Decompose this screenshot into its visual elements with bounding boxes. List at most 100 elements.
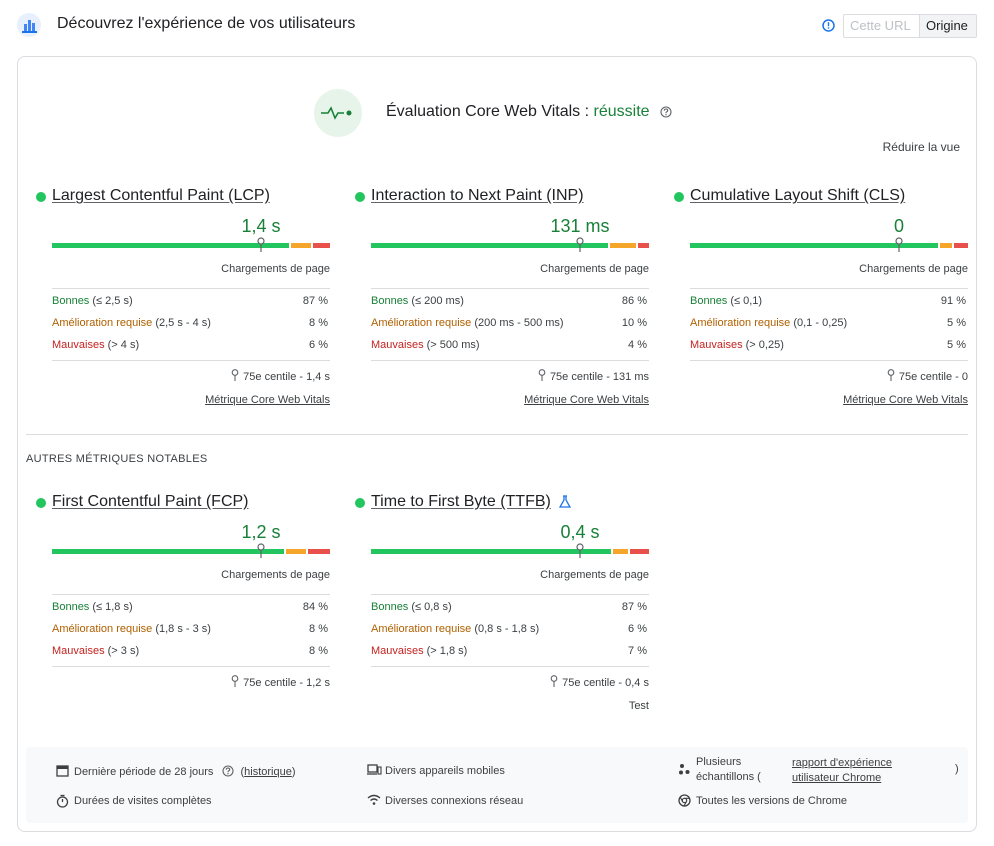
rating-label: Mauvaises	[52, 645, 105, 657]
pulse-icon	[321, 106, 352, 120]
rating-range: (0,8 s - 1,8 s)	[474, 623, 540, 635]
row-divider	[371, 360, 649, 361]
row-divider	[52, 594, 330, 595]
row-needs-improvement: Amélioration requise (200 ms - 500 ms) 10…	[371, 317, 649, 333]
help-icon[interactable]	[222, 765, 235, 777]
help-icon[interactable]	[660, 106, 672, 118]
rating-range: (≤ 0,8 s)	[411, 601, 452, 613]
info-icon[interactable]	[822, 19, 835, 32]
rating-label: Bonnes	[371, 295, 409, 307]
rating-percent: 6 %	[628, 623, 647, 635]
assessment-badge	[314, 89, 362, 137]
p75-pin-icon	[231, 369, 239, 381]
distribution-bar	[371, 549, 649, 554]
status-dot	[36, 192, 46, 202]
assessment-title: Évaluation Core Web Vitals : réussite	[386, 103, 672, 121]
metric-name-link[interactable]: Largest Contentful Paint (LCP)	[52, 187, 270, 204]
rating-range: (> 4 s)	[107, 339, 140, 351]
p75-summary: 75e centile - 131 ms	[538, 369, 649, 383]
rating-percent: 5 %	[947, 317, 966, 329]
row-poor: Mauvaises (> 3 s) 8 %	[52, 645, 330, 661]
bar-good	[371, 243, 608, 248]
history-link[interactable]: historique	[244, 766, 292, 778]
distribution-bar	[371, 243, 649, 248]
section-divider	[26, 434, 968, 435]
samples-line2: échantillons (	[696, 771, 761, 783]
rating-range: (≤ 1,8 s)	[92, 601, 133, 613]
row-divider	[371, 666, 649, 667]
metric-value: 0,4 s	[560, 522, 600, 542]
metric-name-link[interactable]: Cumulative Layout Shift (CLS)	[690, 187, 906, 204]
reduce-view-button[interactable]: Réduire la vue	[882, 140, 960, 154]
origin-toggle[interactable]: Origine	[919, 14, 977, 38]
row-divider	[690, 288, 968, 289]
p75-label: 75e centile - 0	[898, 371, 968, 383]
bar-needs-improvement	[613, 549, 628, 554]
metric-value: 0	[893, 216, 905, 236]
crux-logo-icon	[17, 13, 41, 37]
rating-percent: 87 %	[302, 295, 328, 307]
rating-range: (1,8 s - 3 s)	[155, 623, 211, 635]
rating-percent: 8 %	[309, 623, 328, 635]
row-poor: Mauvaises (> 4 s) 6 %	[52, 339, 330, 355]
row-good: Bonnes (≤ 2,5 s) 87 %	[52, 295, 330, 311]
p75-label: 75e centile - 131 ms	[549, 371, 649, 383]
row-needs-improvement: Amélioration requise (2,5 s - 4 s) 8 %	[52, 317, 330, 333]
metric-name-link[interactable]: Interaction to Next Paint (INP)	[371, 187, 584, 204]
stopwatch-icon	[56, 794, 69, 808]
rating-percent: 5 %	[947, 339, 966, 351]
distribution-bar	[52, 549, 330, 554]
core-web-vitals-link[interactable]: Métrique Core Web Vitals	[843, 394, 968, 406]
rating-range: (≤ 200 ms)	[411, 295, 464, 307]
p75-pin-icon	[231, 675, 239, 687]
status-dot	[355, 192, 365, 202]
rating-range: (≤ 2,5 s)	[92, 295, 133, 307]
core-web-vitals-link[interactable]: Métrique Core Web Vitals	[205, 394, 330, 406]
connections-label: Diverses connexions réseau	[385, 795, 524, 807]
rating-label: Mauvaises	[371, 339, 424, 351]
rating-percent: 84 %	[302, 601, 328, 613]
report-header: Découvrez l'expérience de vos utilisateu…	[0, 0, 994, 52]
metric-subtitle: Chargements de page	[221, 569, 330, 581]
metric-value: 1,2 s	[241, 522, 281, 542]
rating-range: (> 1,8 s)	[426, 645, 468, 657]
rating-label: Amélioration requise	[371, 623, 472, 635]
calendar-icon	[56, 765, 69, 777]
bar-good	[52, 243, 289, 248]
row-good: Bonnes (≤ 0,1) 91 %	[690, 295, 968, 311]
p75-marker-icon	[895, 237, 903, 252]
p75-summary: 75e centile - 1,2 s	[231, 675, 330, 689]
status-dot	[674, 192, 684, 202]
p75-summary: 75e centile - 1,4 s	[231, 369, 330, 383]
rating-percent: 6 %	[309, 339, 328, 351]
rating-percent: 8 %	[309, 317, 328, 329]
bar-good	[371, 549, 611, 554]
bar-good	[690, 243, 938, 248]
crux-report-link[interactable]: rapport d'expérience utilisateur Chrome	[792, 757, 892, 784]
p75-pin-icon	[538, 369, 546, 381]
metric-name-link[interactable]: First Contentful Paint (FCP)	[52, 493, 249, 510]
row-good: Bonnes (≤ 200 ms) 86 %	[371, 295, 649, 311]
rating-percent: 7 %	[628, 645, 647, 657]
devices-label: Divers appareils mobiles	[385, 765, 505, 777]
row-divider	[371, 594, 649, 595]
metric-name-link[interactable]: Time to First Byte (TTFB)	[371, 493, 551, 510]
core-web-vitals-link[interactable]: Métrique Core Web Vitals	[524, 394, 649, 406]
bar-good	[52, 549, 284, 554]
row-divider	[52, 360, 330, 361]
rating-label: Bonnes	[690, 295, 728, 307]
metric-value: 1,4 s	[241, 216, 281, 236]
rating-percent: 86 %	[621, 295, 647, 307]
field-data-card: Évaluation Core Web Vitals : réussite Ré…	[17, 56, 977, 832]
metric-subtitle: Chargements de page	[540, 569, 649, 581]
row-divider	[371, 288, 649, 289]
row-divider	[52, 666, 330, 667]
metric-subtitle: Chargements de page	[540, 263, 649, 275]
p75-marker-icon	[576, 543, 584, 558]
this-url-toggle[interactable]: Cette URL	[843, 14, 920, 38]
p75-label: 75e centile - 1,4 s	[243, 371, 330, 383]
p75-summary: 75e centile - 0,4 s	[550, 675, 649, 689]
rating-range: (≤ 0,1)	[730, 295, 763, 307]
rating-range: (> 0,25)	[745, 339, 784, 351]
p75-pin-icon	[550, 675, 558, 687]
